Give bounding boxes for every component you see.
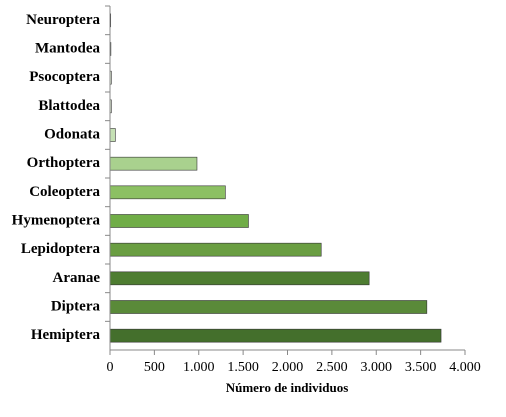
x-tick-label: 500 [144,360,165,375]
bar [109,156,198,171]
bar [109,271,370,286]
x-tick-label: 2.000 [272,360,304,375]
x-tick-label: 3.500 [405,360,437,375]
y-tick-label: Coleoptera [29,184,100,200]
y-tick-label: Psocoptera [29,69,100,85]
bar [109,328,442,343]
y-tick-label: Neuroptera [26,12,100,28]
x-tick-label: 4.000 [449,360,481,375]
x-tick-label: 1.500 [227,360,259,375]
y-tick-label: Diptera [51,298,101,314]
bar [109,300,428,314]
y-tick-label: Lepidoptera [21,241,101,257]
bar [109,214,249,228]
y-tick-label: Orthoptera [27,155,101,171]
bar [109,128,116,142]
y-tick-label: Odonata [44,126,100,142]
y-tick-label: Aranae [53,270,101,286]
x-axis-title: Número de individuos [226,380,349,395]
y-tick-label: Hymenoptera [12,212,101,228]
y-tick-label: Blattodea [38,98,100,114]
bar [109,185,226,200]
y-tick-label: Mantodea [35,40,100,56]
bar [109,242,322,257]
x-tick-label: 2.500 [316,360,348,375]
y-tick-label: Hemiptera [31,327,101,343]
x-tick-label: 3.000 [361,360,393,375]
x-tick-label: 0 [107,360,114,375]
x-tick-label: 1.000 [183,360,215,375]
